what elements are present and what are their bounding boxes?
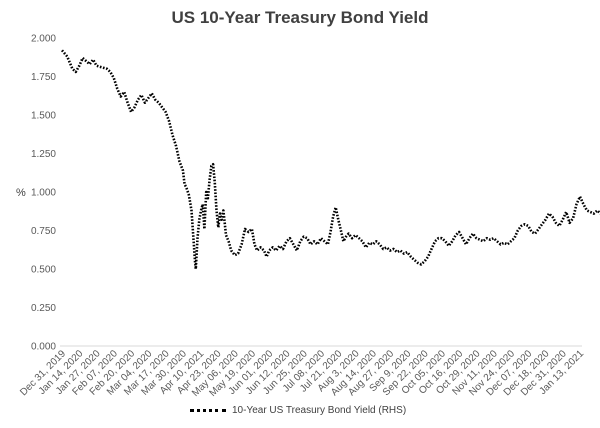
y-axis-label: %: [16, 187, 26, 199]
y-tick-label: 0.500: [31, 265, 56, 276]
y-tick-label: 0.250: [31, 303, 56, 314]
legend-swatch: [190, 408, 226, 412]
plot-area: [61, 49, 600, 271]
y-tick-label: 2.000: [31, 34, 56, 45]
legend: 10-Year US Treasury Bond Yield (RHS): [190, 403, 406, 417]
chart-title: US 10-Year Treasury Bond Yield: [171, 8, 429, 27]
y-tick-label: 0.000: [31, 342, 56, 353]
series-line-0: [61, 49, 600, 271]
y-tick-label: 0.750: [31, 226, 56, 237]
legend-label: 10-Year US Treasury Bond Yield (RHS): [232, 404, 407, 416]
y-axis: 0.000 0.250 0.500 0.750 1.000 1.250 1.500 1.750…: [16, 34, 56, 353]
y-tick-label: 1.500: [31, 111, 56, 122]
y-tick-label: 1.000: [31, 188, 56, 199]
y-tick-label: 1.750: [31, 72, 56, 83]
y-tick-label: 1.250: [31, 149, 56, 160]
